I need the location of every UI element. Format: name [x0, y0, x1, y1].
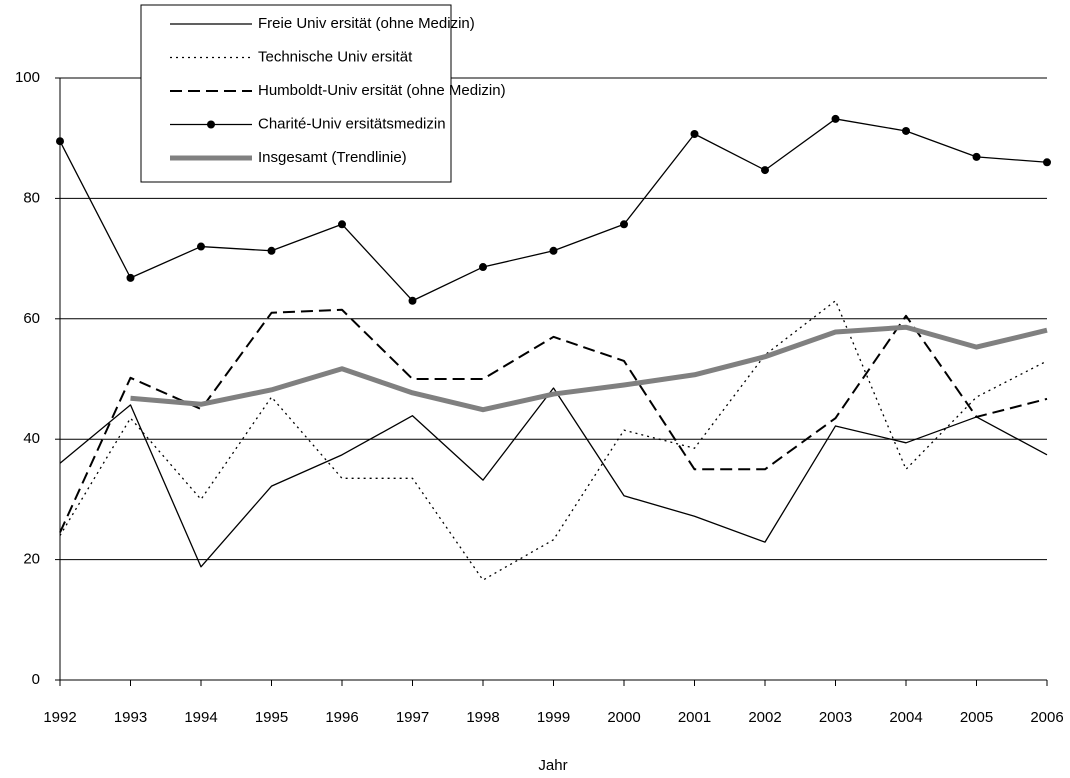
- x-tick-label: 2002: [748, 709, 781, 726]
- y-tick-label: 0: [32, 671, 40, 688]
- point-marker: [408, 296, 417, 305]
- point-marker: [197, 242, 205, 251]
- legend-label: Humboldt-Univ ersität (ohne Medizin): [258, 82, 506, 99]
- legend-label: Freie Univ ersität (ohne Medizin): [258, 15, 475, 32]
- y-tick-label: 100: [15, 69, 40, 86]
- x-tick-label: 2000: [607, 709, 640, 726]
- x-tick-label: 1992: [43, 709, 76, 726]
- legend-label: Insgesamt (Trendlinie): [258, 149, 407, 166]
- y-tick-label: 80: [23, 189, 40, 206]
- legend-label: Charité-Univ ersitätsmedizin: [258, 115, 446, 132]
- series-line: [59, 387, 1048, 568]
- x-tick-label: 1998: [466, 709, 499, 726]
- x-axis-label: Jahr: [538, 757, 567, 774]
- point-marker: [1043, 158, 1051, 167]
- point-marker: [56, 137, 64, 146]
- point-marker: [126, 273, 135, 282]
- x-tick-label: 2003: [819, 709, 852, 726]
- legend-marker: [207, 120, 215, 129]
- x-tick-label: 1997: [396, 709, 429, 726]
- point-marker: [902, 126, 910, 135]
- point-marker: [831, 114, 840, 123]
- point-marker: [479, 263, 487, 272]
- y-tick-label: 20: [23, 551, 40, 568]
- y-tick-label: 40: [23, 430, 40, 447]
- point-marker: [549, 246, 558, 255]
- series-line: [59, 308, 1048, 533]
- point-marker: [690, 129, 699, 138]
- x-tick-label: 2001: [678, 709, 711, 726]
- point-marker: [761, 166, 769, 175]
- point-marker: [620, 220, 628, 229]
- y-tick-label: 60: [23, 310, 40, 327]
- x-tick-label: 1996: [325, 709, 358, 726]
- point-marker: [267, 246, 276, 255]
- point-marker: [338, 220, 346, 229]
- x-tick-label: 1993: [114, 709, 147, 726]
- x-tick-label: 2005: [960, 709, 993, 726]
- series-line: [130, 324, 1048, 413]
- legend-label: Technische Univ ersität: [258, 48, 413, 65]
- x-tick-label: 1995: [255, 709, 288, 726]
- x-tick-label: 2004: [889, 709, 922, 726]
- point-marker: [972, 152, 981, 161]
- legend-box: [140, 4, 452, 183]
- x-tick-label: 1999: [537, 709, 570, 726]
- x-tick-label: 1994: [184, 709, 217, 726]
- series-line: [59, 300, 1048, 581]
- x-tick-label: 2006: [1030, 709, 1063, 726]
